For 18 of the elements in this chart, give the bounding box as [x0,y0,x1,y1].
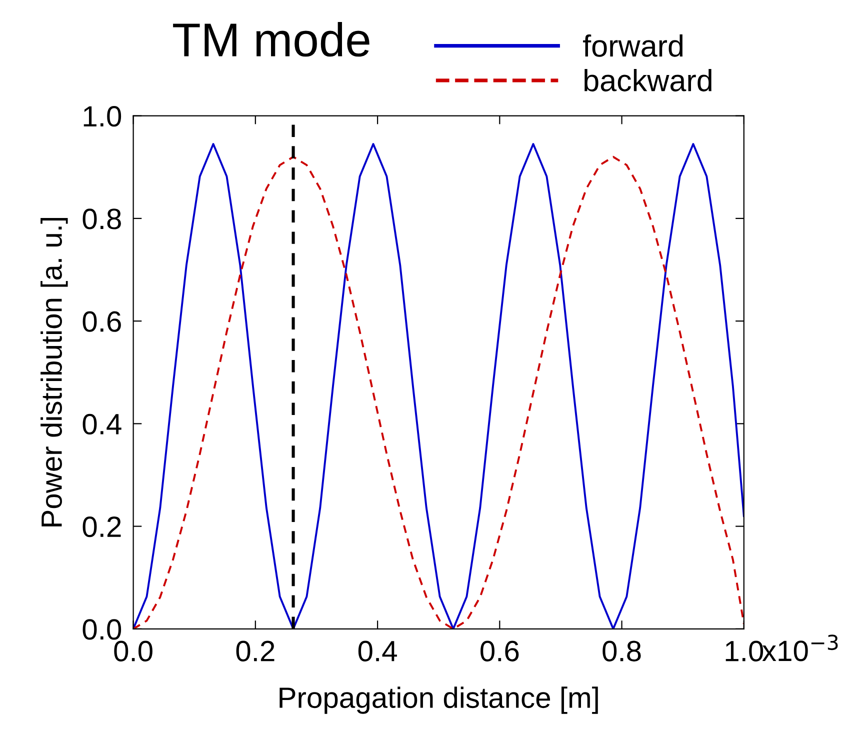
y-tick-label: 0.8 [82,208,121,230]
x-tick-label: 0.6 [480,640,519,662]
y-tick-label: 0.4 [82,414,122,435]
y-tick-label: 0.2 [82,516,121,538]
legend-label: forward [583,34,683,57]
x-tick-label: 0.8 [602,640,641,662]
x-tick-label: 0.0 [114,640,152,662]
x-tick-label: 0.2 [236,640,274,662]
y-axis-title: Power distribution [a. u.] [40,218,68,526]
x-tick-label: 0.4 [358,640,397,662]
y-tick-label: 1.0 [84,106,122,127]
chart-title: TM mode [173,22,370,57]
x-tick-label: 1.0 [726,640,764,662]
y-tick-label: 0.0 [82,619,122,640]
y-tick-label: 0.6 [82,311,121,332]
text: x10$^{−3}$ [762,634,838,662]
legend-label: backward [584,68,712,92]
x-axis-title: Propagation distance [m] [280,686,598,714]
